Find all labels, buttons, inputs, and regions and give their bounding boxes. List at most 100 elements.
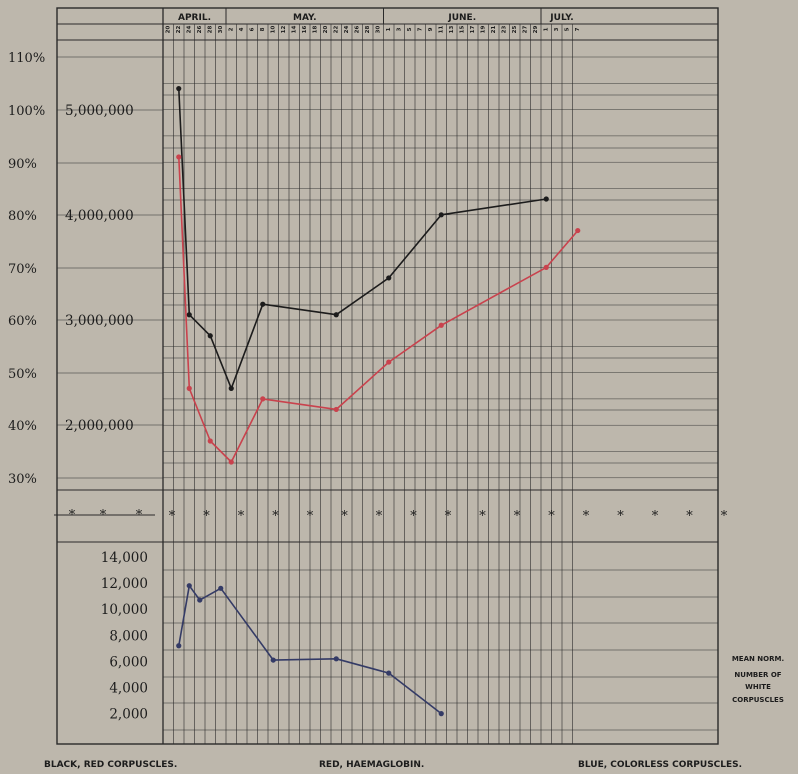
day-tick-label: 20 bbox=[323, 26, 329, 34]
series-point bbox=[334, 656, 339, 661]
day-tick-label: 17 bbox=[470, 26, 476, 34]
series-point bbox=[260, 396, 265, 401]
day-tick-label: 1 bbox=[543, 27, 549, 31]
day-tick-label: 6 bbox=[249, 27, 255, 31]
divider-star: * bbox=[238, 509, 245, 524]
day-tick-label: 7 bbox=[575, 27, 581, 31]
day-tick-label: 30 bbox=[375, 26, 381, 34]
day-tick-label: 9 bbox=[428, 27, 434, 31]
series-point bbox=[197, 597, 202, 602]
day-tick-label: 3 bbox=[554, 27, 560, 31]
divider-star: * bbox=[341, 509, 348, 524]
white-count-tick-label: 12,000 bbox=[101, 576, 148, 592]
series-point bbox=[208, 438, 213, 443]
note-line-1: MEAN NORM. bbox=[732, 655, 784, 663]
series-point bbox=[271, 657, 276, 662]
day-tick-label: 14 bbox=[291, 26, 297, 34]
series-point bbox=[544, 265, 549, 270]
day-tick-label: 11 bbox=[438, 26, 444, 34]
white-count-tick-label: 14,000 bbox=[101, 550, 148, 566]
day-tick-label: 22 bbox=[333, 26, 339, 34]
month-label: JUNE. bbox=[447, 13, 476, 23]
divider-star: * bbox=[617, 509, 624, 524]
series-point bbox=[176, 86, 181, 91]
divider-star: * bbox=[376, 509, 383, 524]
divider-star: * bbox=[169, 509, 176, 524]
series-point bbox=[386, 671, 391, 676]
day-tick-label: 3 bbox=[396, 27, 402, 31]
divider-star: * bbox=[479, 509, 486, 524]
day-tick-label: 22 bbox=[176, 26, 182, 34]
month-label: APRIL. bbox=[178, 13, 211, 23]
day-tick-label: 21 bbox=[491, 26, 497, 34]
note-line-2: NUMBER OF bbox=[734, 671, 781, 679]
series-point bbox=[575, 228, 580, 233]
white-count-tick-label: 10,000 bbox=[101, 602, 148, 618]
white-count-tick-label: 6,000 bbox=[109, 654, 148, 670]
white-count-tick-label: 8,000 bbox=[109, 628, 148, 644]
day-tick-label: 23 bbox=[501, 26, 507, 34]
day-tick-label: 20 bbox=[165, 26, 171, 34]
series-point bbox=[439, 711, 444, 716]
white-count-tick-label: 4,000 bbox=[109, 681, 148, 697]
series-point bbox=[208, 333, 213, 338]
red-count-tick-label: 3,000,000 bbox=[65, 313, 134, 329]
divider-star: * bbox=[583, 509, 590, 524]
percent-tick-label: 110% bbox=[8, 51, 45, 66]
red-count-tick-label: 4,000,000 bbox=[65, 208, 134, 224]
day-tick-label: 1 bbox=[386, 27, 392, 31]
series-point bbox=[187, 312, 192, 317]
series-point bbox=[439, 212, 444, 217]
legend: BLACK, RED CORPUSCLES. RED, HAEMAGLOBIN.… bbox=[44, 760, 742, 770]
day-tick-label: 16 bbox=[302, 26, 308, 34]
series-point bbox=[229, 459, 234, 464]
percent-tick-label: 70% bbox=[8, 262, 37, 277]
day-tick-label: 19 bbox=[480, 26, 486, 34]
percent-tick-label: 30% bbox=[8, 472, 37, 487]
series-point bbox=[187, 386, 192, 391]
divider-star: * bbox=[445, 509, 452, 524]
percent-tick-label: 40% bbox=[8, 419, 37, 434]
white-count-tick-label: 2,000 bbox=[109, 707, 148, 723]
month-label: MAY. bbox=[293, 13, 317, 23]
percent-tick-label: 60% bbox=[8, 314, 37, 329]
day-tick-label: 4 bbox=[239, 27, 245, 31]
divider-star: * bbox=[721, 509, 728, 524]
day-tick-label: 13 bbox=[449, 26, 455, 34]
percent-tick-label: 100% bbox=[8, 104, 45, 119]
series-point bbox=[187, 583, 192, 588]
day-tick-label: 5 bbox=[407, 27, 413, 31]
percent-tick-label: 80% bbox=[8, 209, 37, 224]
day-tick-label: 25 bbox=[512, 26, 518, 34]
day-tick-label: 15 bbox=[459, 26, 465, 34]
legend-red: RED, HAEMAGLOBIN. bbox=[319, 760, 424, 770]
divider-star: * bbox=[652, 509, 659, 524]
day-tick-label: 29 bbox=[533, 26, 539, 34]
day-tick-label: 30 bbox=[218, 26, 224, 34]
series-point bbox=[334, 407, 339, 412]
series-point bbox=[260, 302, 265, 307]
red-count-tick-label: 2,000,000 bbox=[65, 418, 134, 434]
day-tick-label: 26 bbox=[354, 26, 360, 34]
percent-tick-label: 90% bbox=[8, 157, 37, 172]
divider-star: * bbox=[686, 509, 693, 524]
day-tick-label: 24 bbox=[186, 26, 192, 34]
series-point bbox=[386, 359, 391, 364]
series-point bbox=[386, 275, 391, 280]
note-line-4: CORPUSCLES bbox=[732, 696, 784, 704]
divider-star: * bbox=[514, 509, 521, 524]
day-tick-label: 2 bbox=[228, 27, 234, 31]
legend-black: BLACK, RED CORPUSCLES. bbox=[44, 760, 177, 770]
series-point bbox=[439, 323, 444, 328]
series-point bbox=[334, 312, 339, 317]
day-tick-label: 7 bbox=[417, 27, 423, 31]
day-tick-label: 18 bbox=[312, 26, 318, 34]
note-line-3: WHITE bbox=[745, 683, 771, 691]
day-tick-label: 5 bbox=[564, 27, 570, 31]
month-label: JULY. bbox=[549, 13, 573, 23]
day-tick-label: 27 bbox=[522, 26, 528, 34]
day-tick-label: 24 bbox=[344, 26, 350, 34]
day-tick-label: 12 bbox=[281, 26, 287, 34]
day-tick-label: 28 bbox=[365, 26, 371, 34]
